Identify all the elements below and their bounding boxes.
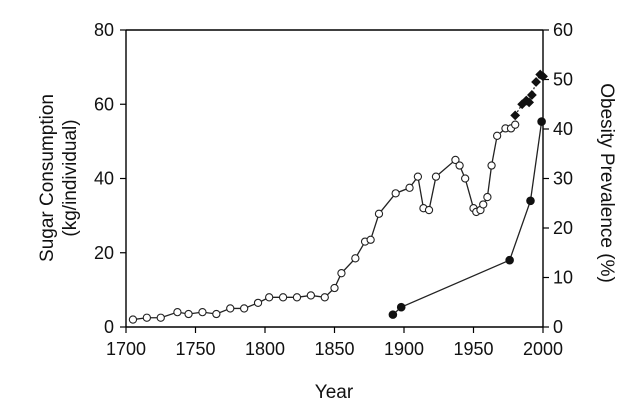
sugar-consumption-point: [492, 131, 502, 140]
sugar-consumption-point: [184, 309, 193, 319]
right-y-tick-label: 40: [553, 119, 573, 139]
sugar-consumption-point: [128, 315, 138, 324]
sugar-consumption-point: [511, 120, 520, 129]
sugar-consumption-point: [173, 307, 182, 317]
sugar-consumption-recent-point: [524, 97, 535, 108]
sugar-consumption-recent-point: [531, 77, 541, 87]
right-y-tick-label: 50: [553, 70, 573, 90]
x-tick-label: 1900: [384, 339, 424, 359]
right-y-tick-label: 10: [553, 268, 573, 288]
sugar-consumption-point: [366, 235, 375, 244]
sugar-consumption-point: [424, 205, 434, 215]
right-y-tick-label: 0: [553, 317, 563, 337]
left-y-tick-label: 80: [94, 20, 114, 40]
right-axis-title: Obesity Prevalence (%): [596, 83, 617, 283]
left-y-tick-label: 60: [94, 94, 114, 114]
obesity-prevalence-point: [396, 302, 406, 312]
sugar-consumption-point: [226, 304, 235, 313]
series-layer: [128, 69, 548, 324]
x-tick-label: 1950: [453, 339, 493, 359]
sugar-consumption-recent-point: [510, 110, 521, 121]
sugar-consumption-point: [391, 189, 400, 198]
x-tick-label: 1800: [245, 339, 285, 359]
sugar-consumption-point: [156, 313, 165, 322]
sugar-consumption-point: [455, 161, 464, 170]
axes: [125, 29, 544, 328]
sugar-consumption-point: [479, 200, 488, 209]
sugar-consumption-point: [487, 161, 496, 170]
sugar-consumption-point: [142, 313, 151, 322]
left-y-tick-label: 20: [94, 243, 114, 263]
sugar-consumption-point: [337, 269, 346, 278]
obesity-prevalence-line: [392, 121, 543, 316]
sugar-consumption-line: [132, 124, 516, 321]
right-y-tick-label: 30: [553, 169, 573, 189]
obesity-prevalence-point: [526, 196, 535, 206]
ticks: 1700 1750 1800 1850 1900 1950 2000020406080010…: [94, 20, 573, 359]
x-tick-label: 1750: [175, 339, 215, 359]
sugar-consumption-point: [292, 293, 302, 302]
x-tick-label: 1850: [314, 339, 354, 359]
sugar-consumption-point: [253, 298, 263, 308]
x-tick-label: 1700: [106, 339, 146, 359]
sugar-consumption-point: [461, 174, 470, 183]
x-tick-label: 2000: [523, 339, 563, 359]
sugar-consumption-point: [239, 304, 249, 313]
sugar-consumption-point: [212, 309, 221, 319]
sugar-consumption-point: [278, 293, 288, 302]
right-y-tick-label: 60: [553, 20, 573, 40]
sugar-consumption-point: [320, 293, 329, 302]
sugar-consumption-point: [265, 293, 274, 302]
obesity-prevalence-point: [388, 310, 398, 319]
sugar-consumption-point: [431, 172, 441, 181]
sugar-consumption-recent-point: [526, 90, 537, 100]
sugar-consumption-point: [483, 192, 492, 202]
x-axis-title: Year: [315, 382, 354, 403]
right-y-tick-label: 20: [553, 218, 573, 238]
left-axis-title-line2: (kg/individual): [60, 119, 81, 236]
left-y-tick-label: 40: [94, 169, 114, 189]
sugar-consumption-point: [198, 307, 207, 317]
sugar-consumption-point: [351, 254, 360, 263]
left-axis-title-line1: Sugar Consumption: [37, 94, 58, 262]
sugar-consumption-point: [374, 209, 384, 218]
sugar-consumption-point: [451, 155, 460, 165]
sugar-consumption-point: [306, 291, 316, 300]
obesity-prevalence-point: [537, 117, 546, 126]
left-y-tick-label: 0: [104, 317, 114, 337]
sugar-consumption-point: [405, 183, 414, 192]
obesity-prevalence-point: [505, 255, 514, 265]
sugar-consumption-recent-point: [538, 71, 548, 82]
sugar-consumption-point: [413, 172, 423, 181]
sugar-consumption-point: [330, 283, 339, 293]
